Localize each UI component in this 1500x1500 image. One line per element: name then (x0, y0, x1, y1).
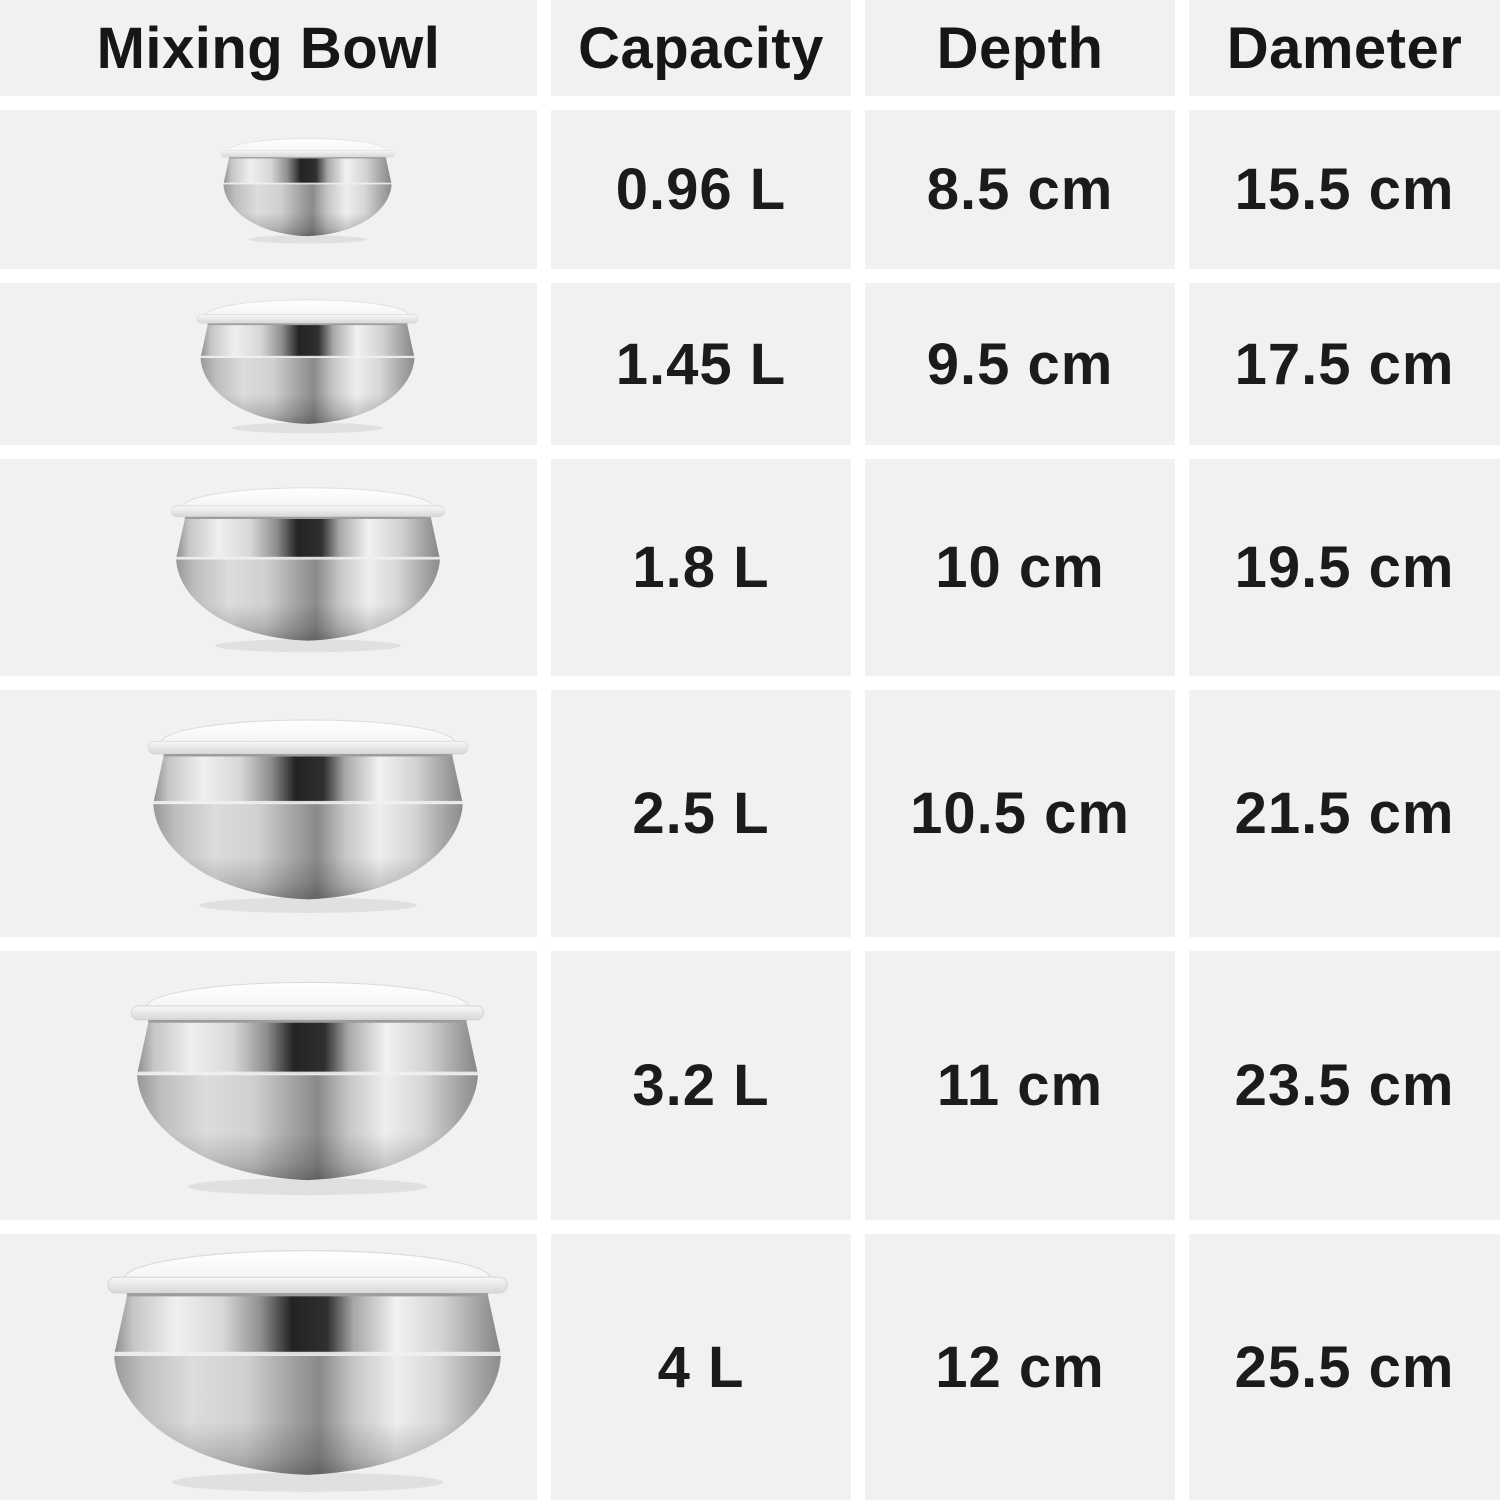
capacity-value: 1.8 L (551, 459, 851, 676)
bowl-product-image (107, 1249, 508, 1492)
depth-value: 10.5 cm (865, 690, 1175, 937)
depth-value: 8.5 cm (865, 110, 1175, 269)
depth-value: 10 cm (865, 459, 1175, 676)
bowl-image-cell (0, 690, 537, 937)
diameter-value: 19.5 cm (1189, 459, 1500, 676)
bowl-product-image (170, 487, 445, 653)
bowl-image-cell (0, 459, 537, 676)
bowl-image-cell (0, 951, 537, 1220)
diameter-value: 23.5 cm (1189, 951, 1500, 1220)
bowl-product-image (147, 719, 468, 913)
header-depth: Depth (865, 0, 1175, 96)
header-diameter: Dameter (1189, 0, 1500, 96)
bowl-image-cell (0, 1234, 537, 1500)
capacity-value: 2.5 L (551, 690, 851, 937)
bowl-image-cell (0, 110, 537, 269)
capacity-value: 3.2 L (551, 951, 851, 1220)
diameter-value: 17.5 cm (1189, 283, 1500, 445)
diameter-value: 25.5 cm (1189, 1234, 1500, 1500)
bowl-product-image (130, 981, 485, 1196)
bowl-product-image (196, 299, 419, 433)
header-mixing-bowl: Mixing Bowl (0, 0, 537, 96)
capacity-value: 1.45 L (551, 283, 851, 445)
diameter-value: 15.5 cm (1189, 110, 1500, 269)
depth-value: 9.5 cm (865, 283, 1175, 445)
bowl-product-image (220, 138, 395, 244)
bowl-image-cell (0, 283, 537, 445)
capacity-value: 0.96 L (551, 110, 851, 269)
depth-value: 11 cm (865, 951, 1175, 1220)
diameter-value: 21.5 cm (1189, 690, 1500, 937)
depth-value: 12 cm (865, 1234, 1175, 1500)
header-capacity: Capacity (551, 0, 851, 96)
capacity-value: 4 L (551, 1234, 851, 1500)
